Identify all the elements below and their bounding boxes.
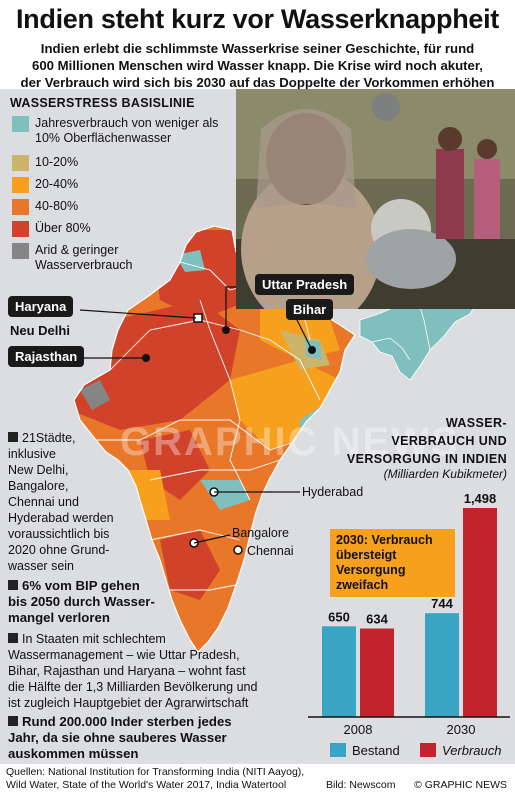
photo-credit: Bild: Newscom <box>326 779 396 791</box>
legend-label: Über 80% <box>35 221 91 235</box>
delhi-label: Neu Delhi <box>10 323 70 338</box>
legend-item: Arid & geringer Wasserverbrauch <box>12 243 175 273</box>
fact-line: Rund 200.000 Inder sterben jedes <box>22 714 232 729</box>
legend-swatch <box>12 155 29 171</box>
legend-label: Jahresverbrauch von weniger als 10% Ober… <box>35 116 219 145</box>
chart-title-line: verbrauch und <box>391 434 507 448</box>
legend-item: 10-20% <box>12 155 185 171</box>
chart-subtitle: (Milliarden Kubikmeter) <box>383 467 507 481</box>
fact-line: inklusive <box>8 447 56 461</box>
page-title: Indien steht kurz vor Wasserknappheit <box>15 4 499 34</box>
fact-line: die Hälfte der 1,3 Milliarden Bevölkerun… <box>8 680 258 694</box>
legend-swatch <box>12 177 29 193</box>
svg-text:GRAPHIC NEWS: GRAPHIC NEWS <box>120 420 460 464</box>
sources-line: Quellen: National Institution for Transf… <box>6 766 305 778</box>
chart-title-line: Wasser- <box>445 416 507 430</box>
sources-line: Wild Water, State of the World's Water 2… <box>6 779 287 791</box>
hyderabad-label: Hyderabad <box>302 485 364 499</box>
fact-line: mangel verloren <box>8 610 110 625</box>
bihar-label: Bihar <box>286 299 334 320</box>
legend-swatch <box>12 116 29 132</box>
fact-deaths: Rund 200.000 Inder sterben jedes Jahr, d… <box>8 714 308 762</box>
legend-swatch <box>12 199 29 215</box>
legend-label: Arid & geringer Wasserverbrauch <box>35 243 133 272</box>
legend-label: 10-20% <box>35 155 79 169</box>
chart-title: Wasser- verbrauch und Versorgung in Indi… <box>307 414 507 468</box>
subtitle-line: der Verbrauch wird sich bis 2030 auf das… <box>20 75 495 90</box>
legend-label: 40-80% <box>35 199 79 213</box>
legend-swatch <box>12 243 29 259</box>
bullet-square <box>8 716 18 726</box>
legend-label: 20-40% <box>35 177 79 191</box>
chart-title-line: Versorgung in Indien <box>346 452 507 466</box>
fact-line: ist zugleich Hauptgebiet der Agrarwirtsc… <box>8 696 249 710</box>
fact-line: 2020 ohne Grund- <box>8 543 110 557</box>
subtitle-line: 600 Millionen Menschen wird Wasser knapp… <box>32 58 483 73</box>
fact-line: 6% vom BIP gehen <box>22 578 140 593</box>
fact-line: Wassermanagement – wie Uttar Pradesh, <box>8 648 240 662</box>
sources: Quellen: National Institution for Transf… <box>6 766 304 792</box>
fact-line: Chennai und <box>8 495 79 509</box>
bangalore-label: Bangalore <box>232 526 289 540</box>
fact-poor-water-management: In Staaten mit schlechtem Wassermanageme… <box>8 631 308 711</box>
legend-swatch <box>12 221 29 237</box>
legend-item: Über 80% <box>12 221 185 237</box>
fact-line: Bihar, Rajasthan und Haryana – wohnt fas… <box>8 664 246 678</box>
bullet-square <box>8 432 18 442</box>
fact-cities-without-groundwater: 21Städte, inklusive New Delhi, Bangalore… <box>8 430 138 574</box>
subtitle-line: Indien erlebt die schlimmste Wasserkrise… <box>40 41 475 56</box>
fact-line: In Staaten mit schlechtem <box>22 632 166 646</box>
legend-item: Jahresverbrauch von weniger als 10% Ober… <box>12 116 235 146</box>
rajasthan-label: Rajasthan <box>8 346 85 367</box>
fact-line: auskommen müssen <box>8 746 139 761</box>
bullet-square <box>8 633 18 643</box>
fact-line: voraussichtlich bis <box>8 527 110 541</box>
chennai-label: Chennai <box>247 544 294 558</box>
chart-annotation: 2030: Verbrauch übersteigt Versorgung zw… <box>330 529 455 597</box>
legend-item: 20-40% <box>12 177 185 193</box>
haryana-label: Haryana <box>8 296 74 317</box>
legend-title: Wasserstress Basislinie <box>10 96 195 110</box>
fact-line: Jahr, da sie ohne sauberes Wasser <box>8 730 227 745</box>
uttar-pradesh-label: Uttar Pradesh <box>255 274 355 295</box>
fact-line: wasser sein <box>8 559 74 573</box>
fact-gdp-loss: 6% vom BIP gehen bis 2050 durch Wasser- … <box>8 578 188 626</box>
fact-line: Hyderabad werden <box>8 511 114 525</box>
fact-line: New Delhi, <box>8 463 69 477</box>
bullet-square <box>8 580 18 590</box>
fact-line: bis 2050 durch Wasser- <box>8 594 155 609</box>
page-subtitle: Indien erlebt die schlimmste Wasserkrise… <box>0 40 515 91</box>
chennai-marker <box>233 545 243 555</box>
fact-line: 21Städte, <box>22 431 76 445</box>
brand: © GRAPHIC NEWS <box>414 779 507 791</box>
legend-item: 40-80% <box>12 199 185 215</box>
fact-line: Bangalore, <box>8 479 69 493</box>
